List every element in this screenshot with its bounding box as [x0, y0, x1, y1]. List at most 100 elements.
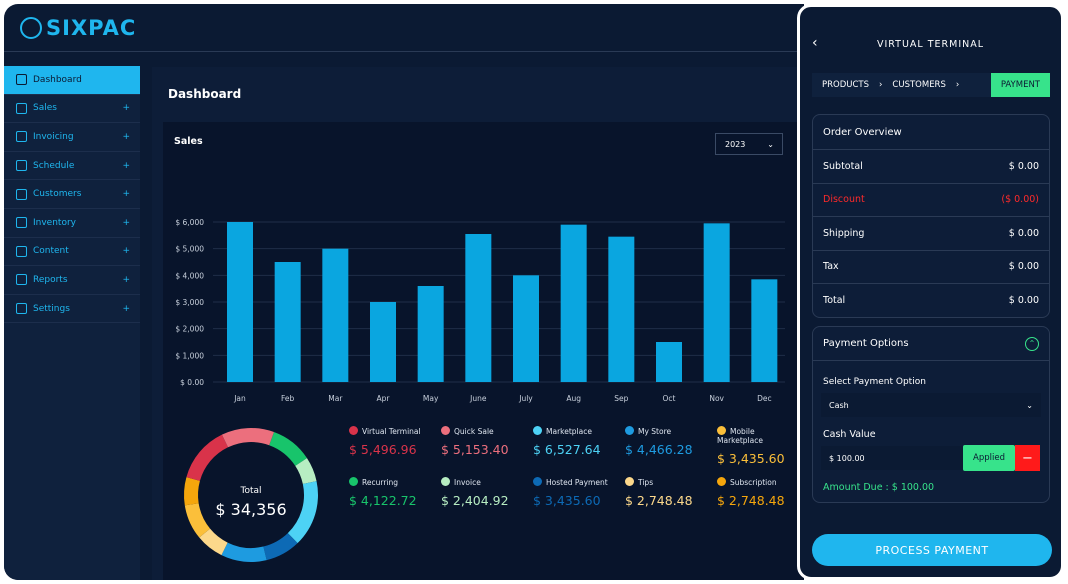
payment-options-title: Payment Options: [823, 338, 909, 349]
bar[interactable]: [608, 236, 635, 382]
remove-button[interactable]: −: [1015, 445, 1040, 471]
donut-segment[interactable]: [186, 434, 229, 481]
sidebar-item-label: Schedule: [33, 160, 75, 171]
y-tick-label: $ 5,000: [175, 245, 204, 254]
bar[interactable]: [227, 222, 253, 382]
legend-label: Virtual Terminal: [362, 427, 421, 436]
row-label: Discount: [823, 194, 865, 206]
expand-icon[interactable]: +: [122, 303, 130, 314]
payment-select[interactable]: Cash ⌄: [821, 393, 1041, 417]
legend-label: Recurring: [362, 478, 398, 487]
legend-dot: [533, 477, 542, 486]
donut-segment[interactable]: [184, 477, 200, 506]
y-tick-label: $ 3,000: [175, 298, 204, 307]
legend-label: Mobile Marketplace: [717, 427, 763, 445]
sidebar-item-label: Sales: [33, 103, 57, 114]
applied-button[interactable]: Applied: [963, 445, 1015, 471]
donut-total: $ 34,356: [215, 500, 286, 519]
bar[interactable]: [370, 302, 396, 382]
step-customers[interactable]: CUSTOMERS: [892, 80, 946, 90]
legend-dot: [625, 426, 634, 435]
sidebar-item-dashboard[interactable]: Dashboard: [4, 66, 140, 95]
bar[interactable]: [703, 223, 730, 382]
x-tick-label: Feb: [281, 394, 295, 403]
donut-segment[interactable]: [184, 503, 211, 538]
expand-icon[interactable]: +: [122, 160, 130, 171]
donut-segment[interactable]: [221, 427, 274, 448]
expand-icon[interactable]: +: [122, 131, 130, 142]
page-title: Dashboard: [168, 87, 242, 101]
sidebar-item-label: Content: [33, 246, 69, 257]
legend-item: My Store $ 4,466.28: [625, 426, 693, 457]
sidebar-item-inventory[interactable]: Inventory +: [4, 209, 140, 238]
chevron-up-icon[interactable]: ⌃: [1025, 336, 1039, 351]
bar[interactable]: [322, 248, 349, 382]
donut-segment[interactable]: [263, 533, 298, 561]
expand-icon[interactable]: +: [122, 103, 130, 114]
sidebar-item-label: Settings: [33, 303, 70, 314]
sidebar-item-invoicing[interactable]: Invoicing +: [4, 123, 140, 152]
order-overview: Order Overview Subtotal $ 0.00 Discount ($ …: [812, 114, 1050, 318]
step-products[interactable]: PRODUCTS: [822, 80, 870, 90]
legend-item: Recurring $ 4,122.72: [349, 477, 417, 508]
sales-title: Sales: [174, 136, 203, 147]
order-row-tax: Tax $ 0.00: [813, 249, 1049, 284]
payment-select-value: Cash: [829, 400, 849, 410]
chevron-right-icon: ›: [879, 80, 883, 90]
cash-input[interactable]: $ 100.00: [821, 446, 967, 470]
sidebar-item-reports[interactable]: Reports +: [4, 266, 140, 295]
donut-segment[interactable]: [199, 528, 228, 556]
sales-icon: [16, 102, 27, 114]
donut-segment[interactable]: [221, 542, 267, 562]
year-select[interactable]: 2023 ⌄: [715, 133, 783, 155]
legend-item: Marketplace $ 6,527.64: [533, 426, 601, 457]
brand-name: SIXPAC: [46, 15, 137, 40]
expand-icon[interactable]: +: [122, 189, 130, 200]
donut-segment[interactable]: [287, 481, 318, 544]
y-tick-label: $ 1,000: [175, 351, 204, 360]
legend-value: $ 3,435.60: [717, 451, 785, 466]
order-row-total: Total $ 0.00: [813, 283, 1049, 317]
bar[interactable]: [513, 275, 539, 382]
legend-label: Invoice: [454, 478, 481, 487]
donut-segment[interactable]: [295, 458, 317, 484]
row-value: $ 0.00: [1008, 227, 1039, 239]
bar[interactable]: [656, 342, 682, 382]
sidebar-item-customers[interactable]: Customers +: [4, 180, 140, 209]
legend-dot: [717, 477, 726, 486]
logo[interactable]: SIXPAC: [20, 16, 136, 40]
payment-options: Payment Options ⌃ Select Payment Option C…: [812, 326, 1050, 503]
legend-item: Tips $ 2,748.48: [625, 477, 693, 508]
legend-dot: [441, 426, 450, 435]
bar[interactable]: [274, 262, 301, 382]
expand-icon[interactable]: +: [122, 246, 130, 257]
row-value: $ 0.00: [1008, 294, 1039, 306]
sidebar-item-content[interactable]: Content +: [4, 238, 140, 267]
back-icon[interactable]: ‹: [812, 35, 818, 51]
virtual-terminal-panel: ‹ VIRTUAL TERMINAL PRODUCTS › CUSTOMERS …: [797, 4, 1064, 580]
donut-segment[interactable]: [269, 432, 307, 466]
sidebar-item-settings[interactable]: Settings +: [4, 295, 140, 324]
expand-icon[interactable]: +: [122, 217, 130, 228]
bar[interactable]: [465, 234, 492, 382]
sales-chart: $ 0.00 $ 1,000 $ 2,000 $ 3,000 $ 4,000 $ 5,00…: [175, 218, 785, 562]
legend-item: Subscription $ 2,748.48: [717, 477, 785, 508]
step-payment[interactable]: PAYMENT: [990, 73, 1050, 97]
legend-dot: [533, 426, 542, 435]
bar[interactable]: [751, 279, 778, 382]
cash-label: Cash Value: [823, 429, 876, 440]
schedule-icon: [16, 160, 27, 172]
bar[interactable]: [417, 286, 444, 382]
sidebar-item-label: Invoicing: [33, 131, 74, 142]
legend-item: Virtual Terminal $ 5,496.96: [349, 426, 421, 457]
row-value: $ 0.00: [1008, 261, 1039, 273]
expand-icon[interactable]: +: [122, 274, 130, 285]
x-tick-label: Sep: [614, 394, 628, 403]
bar[interactable]: [560, 224, 587, 382]
legend-label: My Store: [638, 427, 672, 436]
legend-dot: [441, 477, 450, 486]
sidebar-item-sales[interactable]: Sales +: [4, 95, 140, 124]
sidebar-item-schedule[interactable]: Schedule +: [4, 152, 140, 181]
process-payment-button[interactable]: PROCESS PAYMENT: [812, 534, 1052, 566]
donut-label: Total: [239, 486, 261, 496]
